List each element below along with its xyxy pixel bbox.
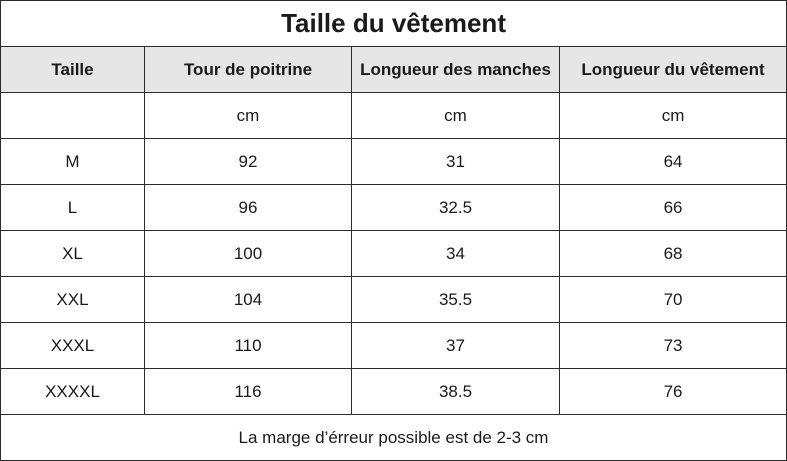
chest-value: 110: [144, 322, 352, 369]
size-label: XXXL: [0, 322, 145, 369]
length-value: 70: [558, 276, 787, 323]
size-label: XXL: [0, 276, 145, 323]
table-row: XXL 104 35.5 70: [0, 276, 787, 323]
chest-value: 100: [144, 230, 352, 277]
sleeve-value: 31: [351, 138, 560, 185]
table-row: XL 100 34 68: [0, 230, 787, 277]
sleeve-value: 35.5: [351, 276, 560, 323]
sleeve-value: 37: [351, 322, 560, 369]
length-value: 64: [558, 138, 787, 185]
sleeve-value: 32.5: [351, 184, 560, 231]
sleeve-value: 34: [351, 230, 560, 277]
title-row: Taille du vêtement: [0, 0, 787, 47]
header-taille: Taille: [0, 46, 145, 93]
length-value: 68: [558, 230, 787, 277]
unit-cell: [0, 92, 145, 139]
length-value: 66: [558, 184, 787, 231]
chest-value: 104: [144, 276, 352, 323]
header-row: Taille Tour de poitrine Longueur des man…: [0, 46, 787, 93]
header-tour-de-poitrine: Tour de poitrine: [144, 46, 352, 93]
unit-cell: cm: [351, 92, 560, 139]
header-longueur-des-manches: Longueur des manches: [351, 46, 560, 93]
chest-value: 116: [144, 368, 352, 415]
table-row: M 92 31 64: [0, 138, 787, 185]
sleeve-value: 38.5: [351, 368, 560, 415]
table-row: L 96 32.5 66: [0, 184, 787, 231]
size-label: XXXXL: [0, 368, 145, 415]
note-row: La marge d’érreur possible est de 2-3 cm: [0, 414, 787, 461]
table-row: XXXXL 116 38.5 76: [0, 368, 787, 415]
length-value: 73: [558, 322, 787, 369]
tolerance-note: La marge d’érreur possible est de 2-3 cm: [0, 414, 787, 461]
unit-cell: cm: [558, 92, 787, 139]
header-longueur-du-vetement: Longueur du vêtement: [558, 46, 787, 93]
units-row: cm cm cm: [0, 92, 787, 139]
size-label: M: [0, 138, 145, 185]
unit-cell: cm: [144, 92, 352, 139]
size-label: L: [0, 184, 145, 231]
size-label: XL: [0, 230, 145, 277]
chest-value: 96: [144, 184, 352, 231]
length-value: 76: [558, 368, 787, 415]
chest-value: 92: [144, 138, 352, 185]
table-row: XXXL 110 37 73: [0, 322, 787, 369]
table-title: Taille du vêtement: [0, 0, 787, 47]
